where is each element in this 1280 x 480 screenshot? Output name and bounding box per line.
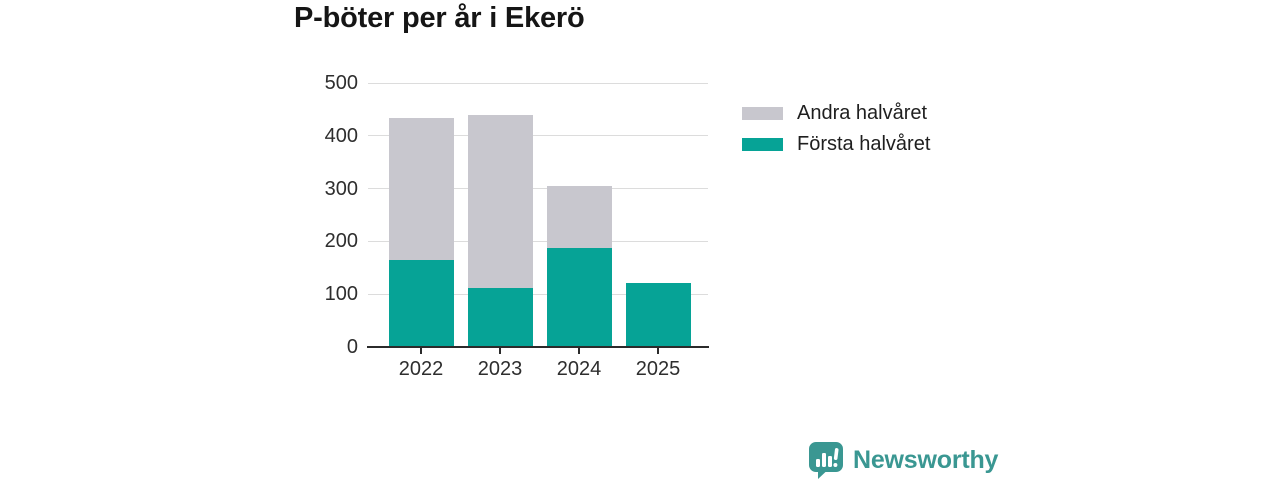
legend-label: Första halvåret [797, 132, 931, 155]
x-axis-tick-2024 [578, 348, 580, 354]
gridline-y-300 [368, 188, 708, 190]
x-axis-tick-2023 [499, 348, 501, 354]
y-axis-label: 300 [324, 177, 358, 200]
legend-swatch [742, 106, 783, 120]
chart-title: P-böter per år i Ekerö [294, 2, 585, 34]
legend-swatch [742, 137, 783, 151]
gridline-y-100 [368, 293, 708, 295]
gridline-y-200 [368, 240, 708, 242]
gridline-y-500 [368, 82, 708, 84]
x-axis-tick-2025 [657, 348, 659, 354]
y-axis-label: 200 [324, 230, 358, 253]
x-axis-label-2025: 2025 [635, 358, 681, 380]
y-axis-label: 100 [324, 283, 358, 306]
y-axis-label: 0 [346, 336, 358, 358]
bar-segment-2024-f-rsta-halv-ret [546, 248, 612, 347]
bar-segment-2025-f-rsta-halv-ret [625, 283, 691, 347]
newsworthy-logo: Newsworthy [808, 441, 998, 479]
newsworthy-logo-text: Newsworthy [853, 445, 999, 474]
y-axis-label: 500 [324, 72, 358, 94]
x-axis-label-2022: 2022 [398, 358, 444, 380]
x-axis-tick-2022 [420, 348, 422, 354]
legend-item-f-rsta-halv-ret: Första halvåret [742, 131, 930, 157]
bar-segment-2023-f-rsta-halv-ret [467, 288, 533, 347]
y-axis-label: 400 [324, 124, 358, 147]
legend-item-andra-halv-ret: Andra halvåret [742, 100, 927, 126]
bar-segment-2022-f-rsta-halv-ret [388, 260, 454, 347]
gridline-y-400 [368, 135, 708, 137]
bar-segment-2022-andra-halv-ret [388, 118, 454, 260]
x-axis-label-2024: 2024 [556, 358, 602, 380]
bar-segment-2024-andra-halv-ret [546, 186, 612, 248]
x-axis-line [367, 346, 709, 348]
bar-segment-2023-andra-halv-ret [467, 115, 533, 288]
x-axis-label-2023: 2023 [477, 358, 523, 380]
newsworthy-logo-icon [809, 442, 843, 479]
legend-label: Andra halvåret [797, 101, 928, 124]
